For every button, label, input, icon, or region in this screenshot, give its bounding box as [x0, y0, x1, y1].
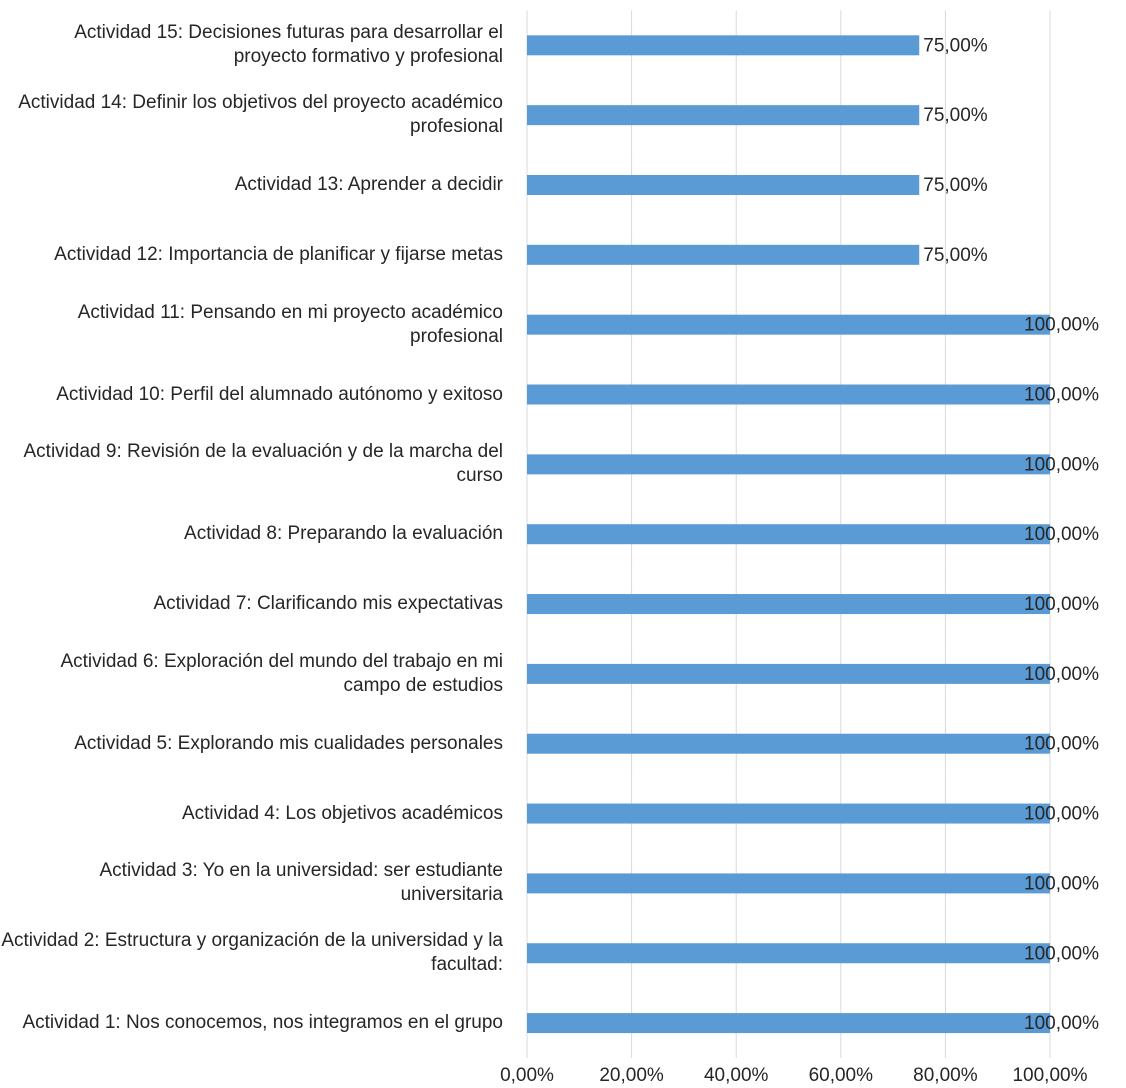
bar	[527, 244, 920, 265]
value-label: 75,00%	[923, 175, 988, 196]
category-label: Actividad 11: Pensando en mi proyecto ac…	[0, 290, 503, 360]
bar	[527, 454, 1050, 475]
value-label: 75,00%	[923, 35, 988, 56]
x-tick-label: 20,00%	[599, 1065, 664, 1086]
x-tick-label: 60,00%	[809, 1065, 874, 1086]
category-text: Actividad 11: Pensando en mi proyecto ac…	[77, 301, 503, 347]
x-tick-label: 100,00%	[1012, 1065, 1087, 1086]
category-label: Actividad 6: Exploración del mundo del t…	[0, 639, 503, 709]
value-label: 75,00%	[923, 105, 988, 126]
bar	[527, 314, 1050, 335]
bar	[527, 35, 920, 56]
category-text: Actividad 2: Estructura y organización d…	[1, 930, 503, 976]
category-text: Actividad 8: Preparando la evaluación	[184, 523, 503, 545]
bar	[527, 873, 1050, 894]
category-text: Actividad 14: Definir los objetivos del …	[18, 92, 503, 138]
bar	[527, 1013, 1050, 1034]
category-label: Actividad 15: Decisiones futuras para de…	[0, 10, 503, 80]
category-label: Actividad 7: Clarificando mis expectativ…	[0, 569, 503, 639]
category-label: Actividad 14: Definir los objetivos del …	[0, 80, 503, 150]
category-label: Actividad 3: Yo en la universidad: ser e…	[0, 848, 504, 918]
category-label: Actividad 4: Los objetivos académicos	[0, 779, 503, 849]
category-text: Actividad 13: Aprender a decidir	[234, 173, 503, 195]
category-text: Actividad 5: Explorando mis cualidades p…	[74, 732, 503, 754]
value-label: 100,00%	[1024, 943, 1099, 964]
bar	[527, 175, 920, 195]
value-label: 100,00%	[1024, 804, 1099, 825]
value-label: 100,00%	[1024, 454, 1099, 475]
category-label: Actividad 1: Nos conocemos, nos integram…	[0, 988, 503, 1058]
category-label: Actividad 8: Preparando la evaluación	[0, 499, 503, 569]
bar	[527, 524, 1050, 545]
value-label: 100,00%	[1024, 594, 1099, 615]
category-text: Actividad 4: Los objetivos académicos	[181, 802, 503, 824]
value-label: 75,00%	[923, 245, 988, 266]
value-label: 100,00%	[1024, 734, 1099, 755]
category-label: Actividad 12: Importancia de planificar …	[0, 220, 503, 290]
value-label: 100,00%	[1024, 315, 1099, 336]
category-text: Actividad 7: Clarificando mis expectativ…	[153, 593, 503, 615]
category-text: Actividad 10: Perfil del alumnado autóno…	[56, 383, 503, 405]
value-label: 100,00%	[1024, 524, 1099, 545]
bar	[527, 803, 1050, 824]
value-label: 100,00%	[1024, 385, 1099, 406]
x-tick-label: 80,00%	[913, 1065, 978, 1086]
category-text: Actividad 9: Revisión de la evaluación y…	[23, 441, 504, 487]
category-label: Actividad 5: Explorando mis cualidades p…	[0, 709, 503, 779]
category-label: Actividad 10: Perfil del alumnado autóno…	[0, 360, 503, 430]
bar	[527, 384, 1050, 405]
bar	[527, 943, 1050, 964]
x-tick-label: 0,00%	[500, 1065, 554, 1086]
category-label: Actividad 13: Aprender a decidir	[0, 150, 503, 220]
category-label: Actividad 2: Estructura y organización d…	[0, 918, 503, 988]
value-label: 100,00%	[1024, 873, 1099, 894]
category-text: Actividad 3: Yo en la universidad: ser e…	[99, 860, 504, 906]
value-label: 100,00%	[1024, 1013, 1099, 1034]
value-label: 100,00%	[1024, 664, 1099, 685]
category-text: Actividad 12: Importancia de planificar …	[54, 243, 503, 265]
x-tick-label: 40,00%	[704, 1065, 769, 1086]
bar	[527, 663, 1050, 684]
bar	[527, 733, 1050, 754]
bar	[527, 105, 920, 126]
category-label: Actividad 9: Revisión de la evaluación y…	[0, 429, 504, 499]
category-text: Actividad 1: Nos conocemos, nos integram…	[22, 1012, 503, 1034]
category-text: Actividad 15: Decisiones futuras para de…	[74, 22, 503, 68]
bar	[527, 594, 1050, 615]
category-text: Actividad 6: Exploración del mundo del t…	[60, 650, 503, 696]
